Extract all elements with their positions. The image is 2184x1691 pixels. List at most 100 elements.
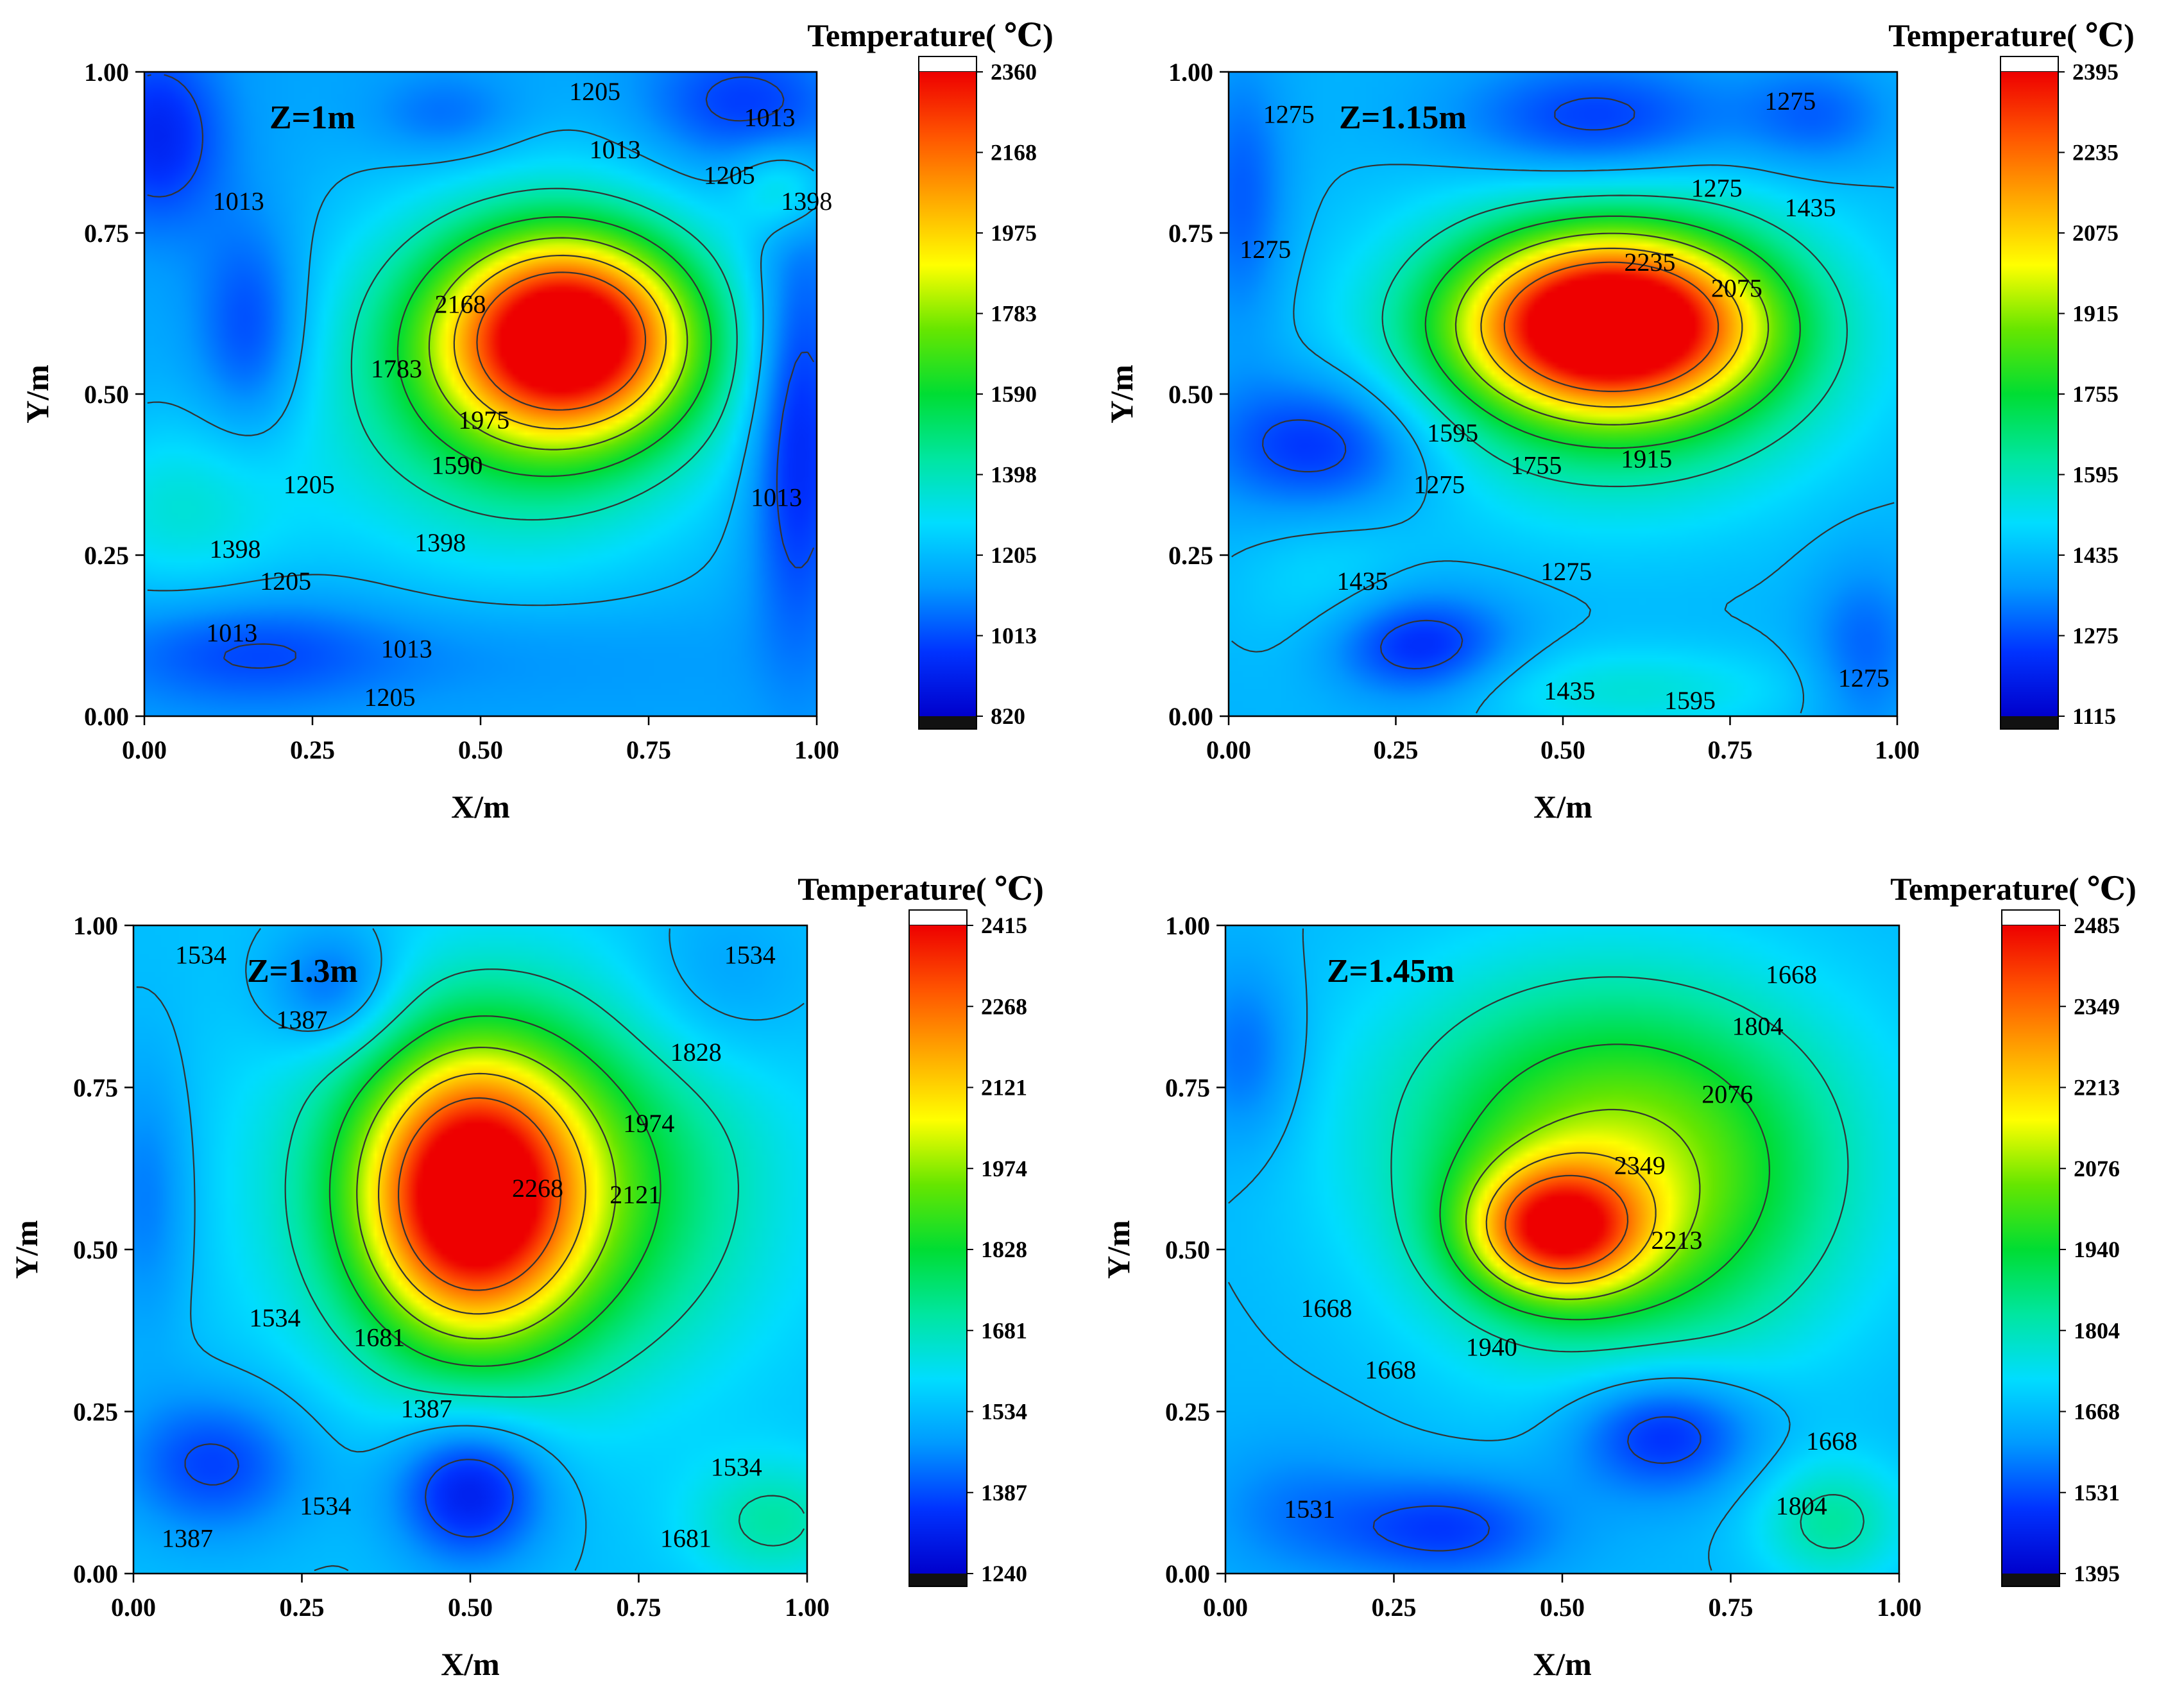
contour-label: 1783 [371, 354, 422, 383]
heatmap-field [1225, 925, 1899, 1574]
colorbar-tick-label: 2415 [981, 913, 1027, 938]
panel-z-label: Z=1m [269, 99, 355, 136]
contour-label: 1398 [414, 528, 466, 557]
contour-label: 1275 [1263, 99, 1315, 128]
contour-level-2121 [378, 1072, 586, 1315]
y-axis-ticks: 0.00 0.25 0.50 0.75 1.00 [84, 58, 144, 731]
contour-level-1783 [428, 237, 688, 451]
y-tick-label: 0.50 [1165, 1235, 1210, 1264]
x-tick-label: 0.50 [458, 735, 503, 764]
contour-level-1435 [1231, 164, 1895, 714]
y-tick-label: 0.00 [1168, 702, 1213, 731]
y-tick-label: 1.00 [1168, 58, 1213, 87]
contour-label: 1205 [260, 567, 311, 596]
contour-level-2235 [1503, 261, 1719, 392]
colorbar-cap-top [2000, 56, 2059, 73]
colorbar-tick-label: 2168 [991, 140, 1037, 166]
contour-level-1668 [1227, 928, 1791, 1571]
contour-label: 1387 [277, 1005, 328, 1034]
x-tick-label: 1.00 [785, 1593, 830, 1622]
contour-level-1534 [136, 928, 805, 1572]
colorbar-tick-label: 2349 [2074, 993, 2120, 1019]
contour-level-1595 [1381, 194, 1848, 488]
panel-1: 1205101310131205139810132168178319751590… [19, 17, 1054, 825]
x-axis-label: X/m [441, 1646, 500, 1682]
colorbar-cap-top [2001, 909, 2060, 926]
y-axis-label: Y/m [1104, 365, 1139, 424]
contour-label: 1435 [1544, 676, 1595, 705]
colorbar-tick-label: 2395 [2072, 59, 2119, 85]
x-axis-ticks: 0.00 0.25 0.50 0.75 1.00 [111, 1574, 830, 1622]
colorbar-tick-label: 1974 [981, 1156, 1027, 1181]
x-tick-label: 0.25 [290, 735, 335, 764]
colorbar-cap-bottom [909, 1574, 967, 1586]
colorbar-gradient [2001, 72, 2058, 716]
contour-level-2349 [1505, 1174, 1629, 1270]
contour-label: 1387 [401, 1394, 452, 1423]
contour-label: 1275 [1764, 87, 1816, 116]
x-axis-ticks: 0.00 0.25 0.50 0.75 1.00 [122, 716, 839, 764]
contour-level-1828 [328, 1015, 661, 1367]
x-tick-label: 0.00 [1206, 735, 1251, 764]
contour-lines [1231, 97, 1895, 714]
colorbar-tick-label: 1590 [991, 381, 1037, 407]
contour-label: 2349 [1614, 1151, 1666, 1180]
colorbar-gradient [909, 925, 967, 1574]
contour-label: 1013 [206, 618, 257, 647]
contour-label: 1013 [213, 187, 264, 216]
y-tick-label: 1.00 [73, 911, 118, 940]
x-tick-label: 1.00 [794, 735, 839, 764]
contour-label: 1595 [1664, 686, 1716, 715]
colorbar-tick-label: 2268 [981, 993, 1027, 1019]
contour-label: 2168 [435, 289, 486, 318]
colorbar-cap-top [909, 909, 968, 926]
contour-label: 1387 [162, 1524, 213, 1552]
x-tick-label: 0.00 [122, 735, 167, 764]
colorbar-tick-label: 1755 [2072, 381, 2119, 407]
colorbar-tick-label: 1435 [2072, 542, 2119, 568]
colorbar-frame [909, 909, 968, 1587]
contour-label: 2075 [1711, 273, 1762, 302]
y-tick-label: 0.75 [1168, 219, 1213, 248]
contour-label: 1013 [744, 103, 796, 132]
contour-label: 1205 [569, 77, 620, 106]
colorbar-tick-label: 2213 [2074, 1075, 2120, 1101]
contour-label: 1531 [1284, 1495, 1335, 1524]
contour-label: 1435 [1336, 567, 1388, 596]
y-tick-label: 0.75 [84, 219, 129, 248]
contour-label: 1804 [1732, 1012, 1784, 1041]
colorbar-tick-label: 2235 [2072, 140, 2119, 166]
y-tick-label: 0.00 [84, 702, 129, 731]
contour-lines [1227, 928, 1864, 1571]
contour-label: 1013 [590, 135, 641, 164]
contour-label: 1013 [751, 483, 802, 512]
colorbar-tick-label: 1783 [991, 301, 1037, 327]
colorbar-cap-top [918, 56, 977, 73]
contour-level-1531 [1372, 1416, 1702, 1552]
x-tick-label: 1.00 [1875, 735, 1920, 764]
colorbar-tick-label: 1398 [991, 462, 1037, 488]
contour-level-1940 [1439, 1043, 1770, 1321]
contour-label: 1275 [1540, 557, 1592, 586]
colorbar-tick-label: 2075 [2072, 220, 2119, 246]
colorbar-frame [2000, 56, 2059, 730]
x-axis-label: X/m [451, 789, 510, 825]
contour-label: 1668 [1365, 1355, 1416, 1384]
contour-label: 1975 [458, 406, 509, 434]
contour-label: 1534 [711, 1452, 762, 1481]
contour-level-2076 [1465, 1108, 1701, 1300]
contour-label: 1595 [1427, 418, 1478, 447]
y-tick-label: 0.75 [73, 1074, 118, 1103]
contour-label: 1681 [354, 1323, 405, 1352]
colorbar-title: Temperature( ℃) [1888, 17, 2134, 53]
x-tick-label: 0.25 [280, 1593, 325, 1622]
contour-label: 1275 [1240, 235, 1291, 264]
colorbar-cap-bottom [919, 716, 977, 729]
contour-label: 2076 [1702, 1080, 1753, 1109]
contour-label: 1804 [1776, 1491, 1827, 1520]
x-axis-label: X/m [1533, 789, 1592, 825]
colorbar-tick-label: 2485 [2074, 913, 2120, 938]
colorbar: 1240 1387 1534 1681 1828 1974 2121 2268 2415 Temp… [798, 871, 1044, 1587]
contour-label: 1398 [781, 187, 832, 216]
